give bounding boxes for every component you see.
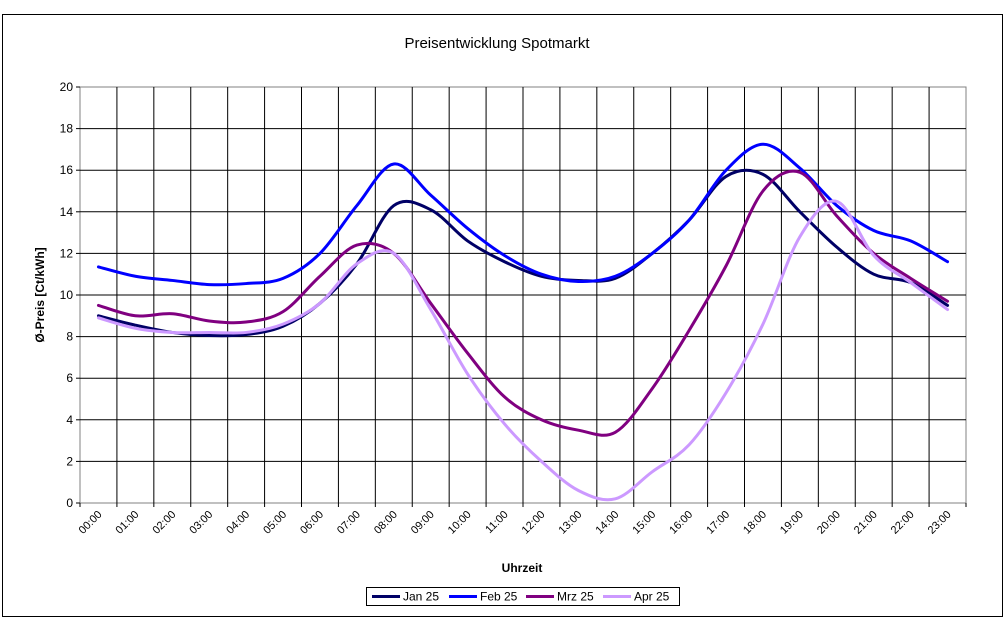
legend: Jan 25 Feb 25 Mrz 25 Apr 25 bbox=[366, 587, 680, 606]
legend-box bbox=[366, 587, 680, 606]
x-axis-label: Uhrzeit bbox=[502, 561, 543, 575]
series-line-feb-25 bbox=[96, 142, 950, 287]
y-tick-label: 2 bbox=[66, 454, 73, 468]
y-tick-label: 16 bbox=[60, 163, 74, 177]
y-tick-label: 12 bbox=[60, 246, 74, 260]
legend-label: Feb 25 bbox=[480, 590, 518, 604]
series-line-jan-25 bbox=[96, 168, 950, 338]
legend-label: Apr 25 bbox=[634, 590, 670, 604]
y-axis-label: Ø-Preis [Ct/kWh] bbox=[33, 247, 47, 342]
y-tick-label: 4 bbox=[66, 413, 73, 427]
grid-lines bbox=[80, 87, 966, 503]
y-tick-label: 18 bbox=[60, 122, 74, 136]
y-tick-label: 0 bbox=[66, 496, 73, 510]
series-line-mrz-25 bbox=[96, 169, 950, 437]
chart-title: Preisentwicklung Spotmarkt bbox=[404, 35, 590, 52]
y-tick-label: 10 bbox=[60, 288, 74, 302]
y-tick-label: 20 bbox=[60, 80, 74, 94]
legend-label: Mrz 25 bbox=[557, 590, 594, 604]
y-axis-ticks: 0 2 4 6 8 10 12 14 16 18 20 bbox=[60, 80, 80, 510]
y-tick-label: 6 bbox=[66, 371, 73, 385]
legend-label: Jan 25 bbox=[403, 590, 439, 604]
y-tick-label: 8 bbox=[66, 330, 73, 344]
y-tick-label: 14 bbox=[60, 205, 74, 219]
series-line-apr-25 bbox=[96, 199, 950, 502]
series-lines bbox=[96, 142, 950, 502]
